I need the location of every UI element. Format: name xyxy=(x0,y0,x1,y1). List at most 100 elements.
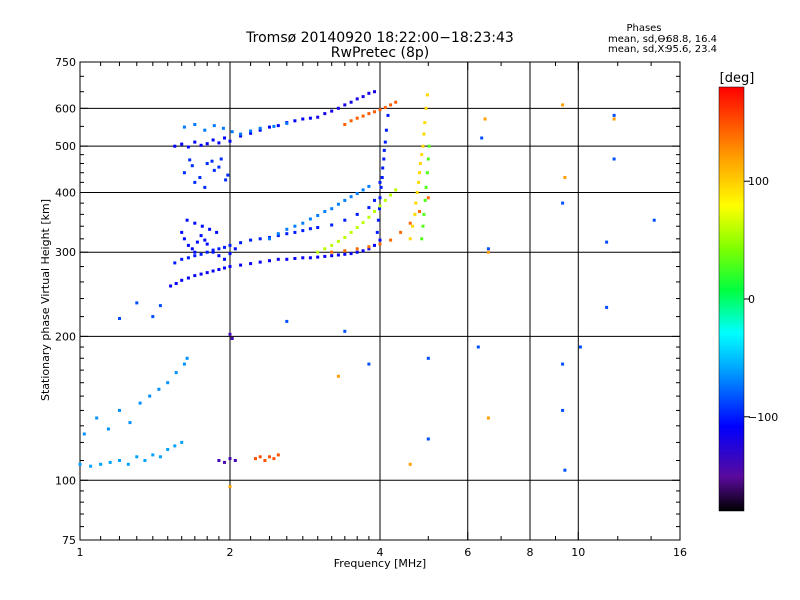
data-point xyxy=(301,117,305,121)
data-point xyxy=(143,459,147,462)
data-point xyxy=(563,468,567,472)
data-point xyxy=(355,192,359,195)
data-point xyxy=(217,459,221,462)
data-point xyxy=(276,453,280,457)
data-point xyxy=(561,362,565,366)
data-point xyxy=(228,265,232,268)
x-axis-label: Frequency [MHz] xyxy=(334,557,426,570)
data-point xyxy=(182,362,186,366)
data-point xyxy=(205,242,209,246)
y-tick-label: 200 xyxy=(55,330,76,343)
data-point xyxy=(217,268,221,271)
data-point xyxy=(138,401,142,405)
data-point xyxy=(301,256,305,260)
data-point xyxy=(420,153,424,157)
data-point xyxy=(193,254,197,258)
data-point xyxy=(230,130,234,134)
data-point xyxy=(169,284,173,288)
data-point xyxy=(476,345,480,349)
data-point xyxy=(228,457,232,461)
data-point xyxy=(413,212,417,216)
data-point xyxy=(373,198,376,202)
data-point xyxy=(408,462,412,466)
data-point xyxy=(173,144,177,148)
data-point xyxy=(367,245,371,249)
data-point xyxy=(239,241,243,245)
data-point xyxy=(612,113,616,117)
data-point xyxy=(126,462,130,466)
data-point xyxy=(426,356,430,360)
data-point xyxy=(378,180,382,184)
data-point xyxy=(272,124,276,128)
data-point xyxy=(378,196,382,200)
data-point xyxy=(423,121,427,125)
data-point xyxy=(343,249,347,253)
stats-x-label: mean, sd,X: xyxy=(608,44,668,55)
data-point xyxy=(605,240,609,244)
data-point xyxy=(173,261,177,265)
data-point xyxy=(228,139,232,143)
y-tick-label: 500 xyxy=(55,140,76,153)
data-point xyxy=(89,464,93,468)
data-point xyxy=(135,301,139,305)
data-point xyxy=(151,453,155,457)
data-point xyxy=(203,185,207,189)
data-point xyxy=(210,159,214,163)
data-point xyxy=(316,115,320,119)
data-point xyxy=(408,237,412,241)
data-point xyxy=(343,123,347,126)
data-point xyxy=(233,459,237,462)
data-point xyxy=(208,227,212,231)
data-point xyxy=(355,212,359,216)
data-point xyxy=(185,356,189,360)
data-point xyxy=(199,272,203,276)
data-point xyxy=(223,257,226,261)
data-point xyxy=(361,114,365,118)
data-point xyxy=(561,103,565,107)
data-point xyxy=(158,304,162,308)
data-point xyxy=(193,140,197,144)
data-point xyxy=(217,254,221,258)
data-point xyxy=(373,110,376,114)
x-tick-label: 1 xyxy=(77,546,84,559)
data-point xyxy=(249,262,253,266)
data-point xyxy=(343,218,347,222)
data-point xyxy=(316,214,320,217)
data-point xyxy=(193,123,197,126)
data-point xyxy=(118,317,121,320)
data-point xyxy=(233,247,237,251)
data-point xyxy=(361,188,365,192)
data-point xyxy=(188,158,192,162)
data-point xyxy=(166,381,170,385)
data-point xyxy=(205,250,209,254)
data-point xyxy=(425,171,429,175)
data-point xyxy=(323,112,327,116)
data-point xyxy=(239,263,243,267)
data-point xyxy=(378,204,382,208)
data-point xyxy=(258,260,262,264)
data-point xyxy=(336,374,340,378)
data-point xyxy=(186,243,190,247)
y-tick-label: 300 xyxy=(55,246,76,259)
data-point xyxy=(258,126,262,130)
data-point xyxy=(205,162,209,165)
data-point xyxy=(211,269,215,273)
data-point xyxy=(82,432,86,436)
x-tick-label: 4 xyxy=(377,546,384,559)
data-point xyxy=(411,224,415,228)
data-point xyxy=(383,140,387,144)
data-point xyxy=(95,416,99,420)
data-point xyxy=(426,437,430,441)
data-point xyxy=(190,247,194,251)
data-point xyxy=(355,247,359,251)
data-point xyxy=(301,229,305,233)
data-point xyxy=(203,128,207,132)
data-point xyxy=(378,108,382,112)
y-tick-label: 600 xyxy=(55,102,76,115)
data-point xyxy=(330,223,334,227)
data-point xyxy=(221,126,225,130)
data-point xyxy=(375,230,379,234)
data-point xyxy=(285,257,289,261)
data-point xyxy=(389,193,393,197)
